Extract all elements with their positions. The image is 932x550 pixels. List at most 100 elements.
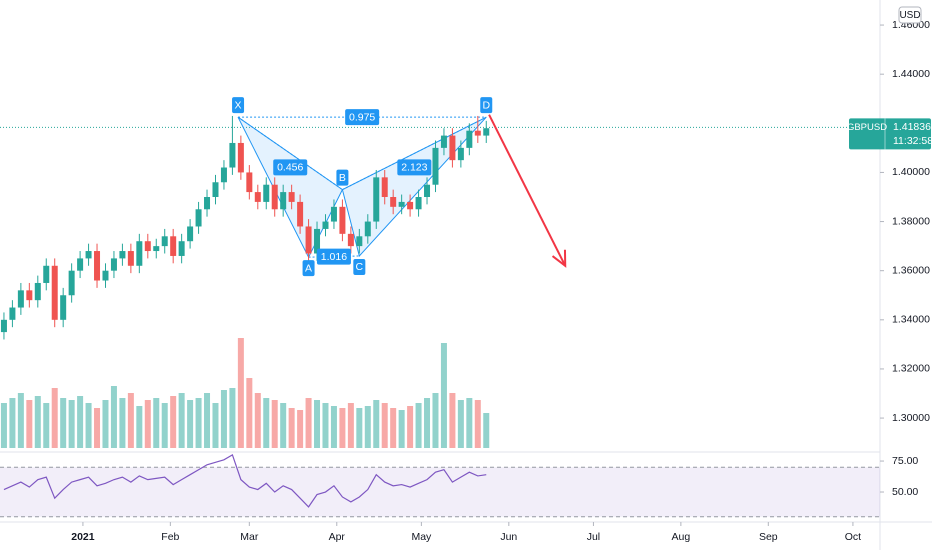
candle-body (68, 270, 75, 296)
candle-body (43, 265, 50, 283)
point-label: A (305, 262, 312, 274)
currency-badge: USD (898, 6, 922, 24)
volume-bar (373, 400, 380, 448)
volume-bar (85, 403, 92, 448)
x-tick-label: Jun (500, 531, 517, 543)
y-tick-label: 1.44000 (892, 68, 930, 80)
volume-bar (9, 398, 16, 448)
candle-body (305, 226, 312, 254)
volume-bar (144, 400, 151, 448)
candle-body (263, 184, 270, 202)
volume-bar (212, 403, 219, 448)
volume-bar (26, 400, 33, 448)
pattern-bd (342, 116, 487, 191)
volume-bar (305, 398, 312, 448)
volume-bar (322, 403, 329, 448)
candle-body (483, 128, 490, 136)
volume-bar (254, 393, 261, 448)
volume-bar (187, 400, 194, 448)
ratio-label: 0.975 (349, 111, 375, 123)
x-tick-label: Jul (587, 531, 600, 543)
x-tick-label: May (411, 531, 432, 543)
candle-body (9, 307, 16, 320)
volume-bar (34, 396, 41, 448)
point-box (480, 97, 493, 114)
candle-body (339, 206, 346, 234)
volume-bar (288, 408, 295, 448)
volume-bar (424, 398, 431, 448)
volume-bar (449, 393, 456, 448)
candle-body (398, 201, 405, 207)
point-label: D (482, 99, 490, 111)
volume-bar (220, 390, 227, 448)
volume-bar (246, 378, 253, 448)
point-label: B (339, 172, 346, 184)
rsi-tick-label: 75.00 (892, 455, 918, 467)
pattern-xab (237, 116, 344, 259)
volume-bar (263, 398, 270, 448)
x-tick-label: Aug (672, 531, 691, 543)
candle-body (187, 226, 194, 242)
volume-bar (102, 400, 109, 448)
volume-bar (170, 396, 177, 448)
pattern-bcd (341, 116, 487, 257)
x-tick-label: Mar (240, 531, 259, 543)
candle-body (229, 142, 236, 168)
volume-bar (204, 393, 211, 448)
y-tick-label: 1.40000 (892, 166, 930, 178)
candle-body (237, 142, 244, 173)
volume-bar (229, 388, 236, 448)
candle-body (373, 177, 380, 222)
candle-body (415, 196, 422, 210)
y-tick-label: 1.34000 (892, 314, 930, 326)
last-price-label: 1.41836 (893, 121, 931, 133)
candle-body (220, 167, 227, 183)
y-tick-label: 1.36000 (892, 264, 930, 276)
candle-body (77, 258, 84, 271)
point-box (302, 260, 315, 277)
point-label: X (235, 99, 242, 111)
ratio-box (273, 159, 308, 176)
candle-body (314, 228, 321, 254)
volume-bar (364, 406, 371, 448)
candle-body (0, 319, 7, 333)
candle-body (161, 236, 168, 247)
projection-arrow (488, 114, 567, 267)
candle-body (407, 201, 414, 210)
candle-body (204, 196, 211, 210)
candle-body (102, 270, 109, 281)
ratio-box (345, 109, 380, 126)
candle-body (144, 241, 151, 252)
rsi-line (3, 453, 487, 508)
candle-body (280, 192, 287, 210)
candle-body (457, 147, 464, 161)
volume-bar (280, 403, 287, 448)
volume-bar (0, 403, 7, 448)
ratio-box (316, 248, 351, 265)
volume-bar (68, 400, 75, 448)
rsi-tick-label: 50.00 (892, 486, 918, 498)
candle-body (119, 251, 126, 259)
volume-bar (339, 408, 346, 448)
ratio-label: 2.123 (401, 162, 427, 174)
candle-body (94, 251, 101, 281)
ratio-box (397, 159, 432, 176)
candle-body (297, 201, 304, 227)
candle-body (178, 241, 185, 256)
candle-body (432, 147, 439, 185)
volume-bar (43, 403, 50, 448)
candle-body (424, 184, 431, 197)
volume-bar (381, 403, 388, 448)
volume-bar (297, 410, 304, 448)
volume-bar (195, 398, 202, 448)
volume-bar (390, 408, 397, 448)
x-tick-label: Sep (759, 531, 778, 543)
volume-bar (60, 398, 67, 448)
volume-bar (271, 400, 278, 448)
candle-body (356, 236, 363, 247)
candle-body (390, 196, 397, 207)
point-box (353, 258, 366, 275)
x-tick-label: Feb (161, 531, 179, 543)
volume-bar (77, 396, 84, 448)
